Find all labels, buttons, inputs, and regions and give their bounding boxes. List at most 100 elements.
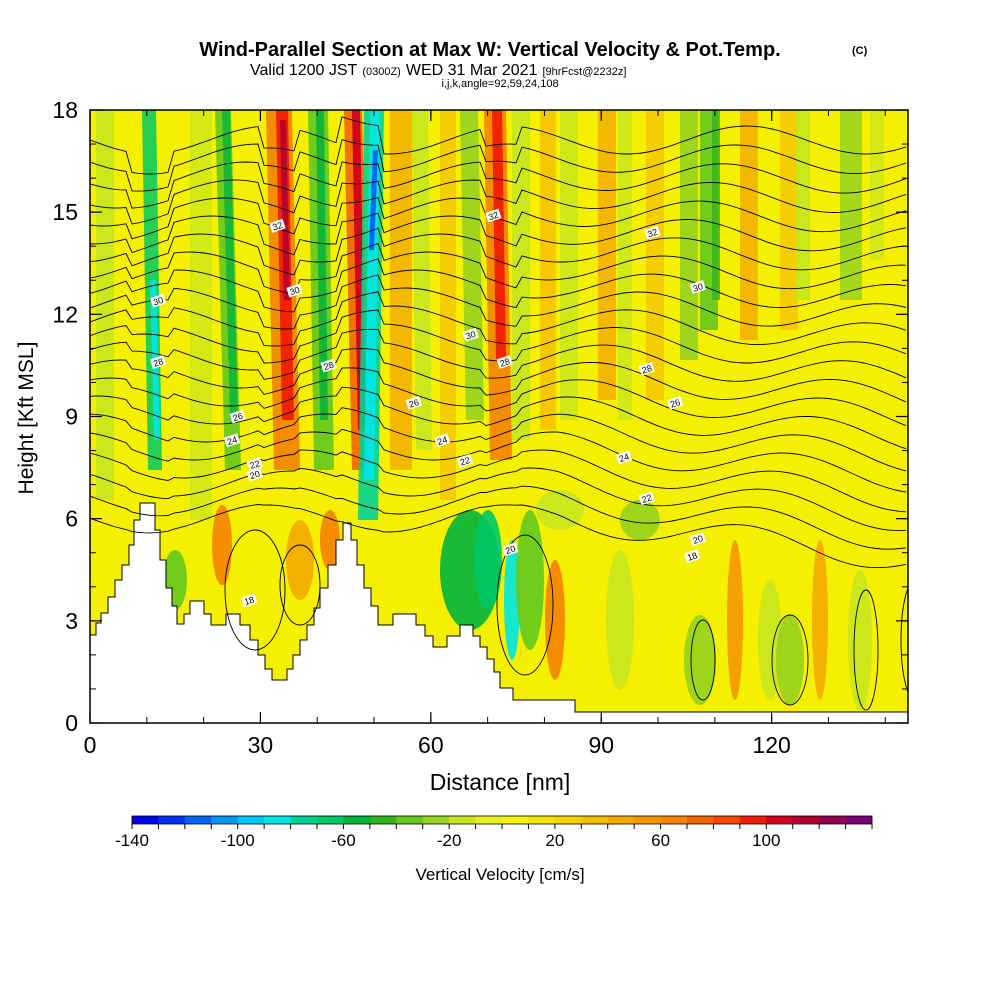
theta-contour-label: 26 [229, 409, 246, 424]
x-tick-label: 120 [752, 732, 790, 758]
colorbar-swatch [211, 816, 239, 824]
theta-label-text: 28 [641, 363, 654, 376]
theta-contour [90, 258, 907, 313]
theta-contour-label: 26 [405, 395, 422, 410]
theta-contour [279, 544, 321, 626]
theta-contour-label: 18 [683, 549, 701, 564]
theta-contour [90, 328, 907, 382]
theta-contour [771, 614, 809, 706]
theta-label-text: 30 [464, 329, 477, 342]
theta-contour-label: 24 [433, 433, 451, 448]
theta-contour-label: 22 [246, 457, 263, 472]
x-axis-label: Distance [nm] [430, 769, 571, 795]
theta-label-text: 18 [243, 595, 256, 608]
theta-label-text: 24 [436, 435, 449, 448]
theta-contour-label: 30 [689, 280, 707, 295]
velocity-cell [620, 500, 660, 540]
chart-ijk-note: i,j,k,angle=92,59,24,108 [441, 78, 558, 90]
theta-contour [90, 212, 907, 256]
subtitle-utc: (0300Z) [362, 66, 401, 78]
theta-contour [690, 619, 716, 701]
theta-contour [853, 589, 879, 711]
velocity-cell [504, 540, 520, 660]
theta-label-text: 32 [271, 220, 284, 233]
theta-contour-label: 28 [320, 358, 337, 373]
x-axis: 0 30 60 90 120 [84, 110, 886, 758]
theta-label-text: 26 [669, 397, 682, 410]
theta-label-text: 32 [646, 227, 659, 240]
colorbar-swatch [845, 816, 873, 824]
theta-contour-labels: 32 32 32 30 30 30 30 28 28 28 28 26 26 26 24 24 24 22 22 22… [149, 208, 707, 608]
colorbar-swatch [713, 816, 741, 824]
theta-contour-label: 32 [269, 218, 286, 233]
theta-contour-label: 30 [149, 293, 167, 308]
colorbar-swatch [184, 816, 212, 824]
velocity-cell [320, 510, 340, 570]
colorbar-swatch [502, 816, 529, 824]
velocity-cell [758, 580, 782, 700]
velocity-band [412, 110, 432, 450]
velocity-band [840, 110, 862, 300]
velocity-field [90, 110, 908, 712]
theta-label-text: 28 [499, 356, 512, 369]
theta-contour [90, 467, 907, 532]
colorbar-swatch [581, 816, 609, 824]
theta-label-text: 20 [692, 533, 705, 546]
colorbar-swatch [660, 816, 688, 824]
colorbar-tick-label: 20 [545, 831, 564, 850]
theta-label-text: 32 [487, 210, 500, 223]
velocity-band [560, 110, 578, 420]
theta-contour [90, 242, 907, 295]
velocity-cell [684, 615, 716, 705]
velocity-band [316, 110, 328, 420]
x-tick-label: 30 [248, 732, 274, 758]
velocity-cell [776, 615, 804, 705]
theta-contour [90, 386, 907, 450]
theta-contour-label: 24 [223, 433, 241, 448]
theta-contour-label: 20 [246, 467, 263, 482]
plot-area: 32 32 32 30 30 30 30 28 28 28 28 26 26 26 24 24 24 22 22 22… [89, 109, 909, 724]
velocity-band [870, 110, 884, 260]
x-tick-label: 90 [588, 732, 614, 758]
colorbar-swatch [449, 816, 476, 824]
colorbar-tick-label: -100 [221, 831, 255, 850]
theta-contour [90, 179, 907, 225]
colorbar-tick-label: -140 [115, 831, 149, 850]
theta-contour-label: 26 [666, 395, 684, 410]
x-tick-label: 0 [84, 732, 97, 758]
theta-label-text: 20 [249, 469, 262, 482]
colorbar-tick-label: -60 [331, 831, 356, 850]
velocity-band [364, 110, 380, 480]
theta-contour [224, 529, 286, 651]
colorbar-swatch [792, 816, 820, 824]
theta-contour-label: 28 [496, 355, 513, 369]
velocity-cell [606, 550, 634, 690]
theta-contour [90, 139, 907, 192]
velocity-band [222, 110, 238, 420]
subtitle-valid: Valid 1200 JST [250, 62, 358, 79]
theta-contour-label: 20 [502, 542, 519, 557]
y-axis: 0 3 6 9 12 15 18 [52, 97, 908, 736]
colorbar-swatch [237, 816, 265, 824]
chart-title: Wind-Parallel Section at Max W: Vertical… [199, 39, 780, 61]
colorbar: -140 -100 -60 -20 20 60 100 [115, 815, 873, 850]
colorbar-tick-label: -20 [437, 831, 462, 850]
velocity-band [618, 110, 632, 420]
theta-contour [90, 274, 907, 330]
theta-contour [90, 428, 907, 493]
theta-contour-label: 24 [615, 450, 633, 465]
velocity-band [780, 110, 798, 330]
y-tick-label: 18 [52, 97, 78, 123]
theta-label-text: 26 [408, 397, 421, 410]
theta-contour-label: 30 [286, 283, 303, 298]
theta-contour-label: 32 [485, 208, 502, 223]
y-tick-label: 9 [65, 404, 78, 430]
theta-label-text: 26 [232, 411, 245, 424]
theta-contour [90, 348, 907, 403]
y-tick-label: 15 [52, 199, 78, 225]
colorbar-swatch [396, 816, 424, 824]
theta-contour [900, 586, 908, 694]
theta-contour-label: 18 [240, 593, 258, 608]
velocity-band [390, 110, 412, 470]
terrain-outline [90, 502, 908, 713]
